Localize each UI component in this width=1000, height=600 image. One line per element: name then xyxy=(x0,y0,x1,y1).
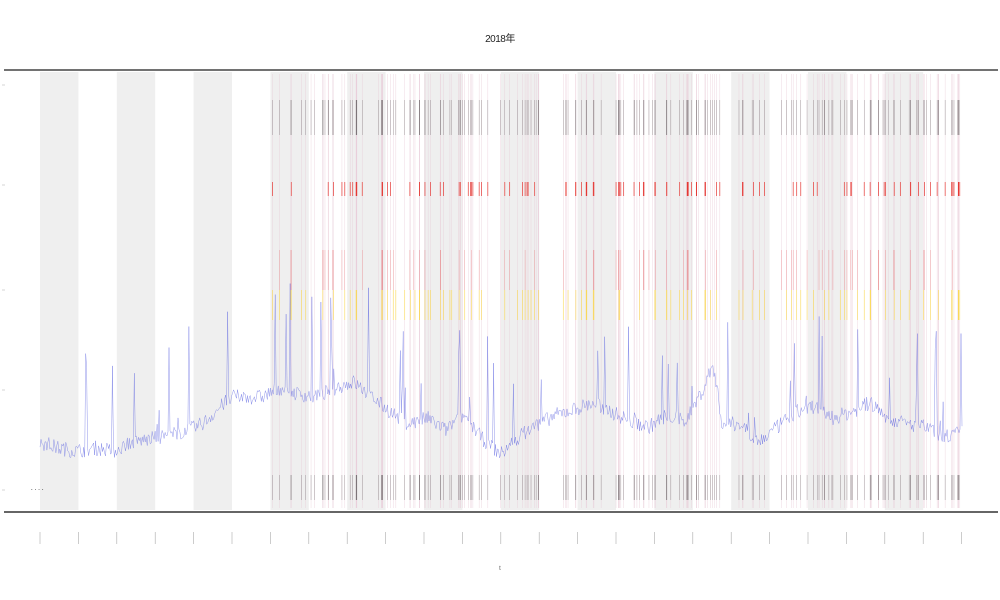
week-band xyxy=(193,72,232,510)
week-band xyxy=(577,72,616,510)
x-ticks xyxy=(39,532,962,544)
week-band xyxy=(270,72,309,510)
event-markers xyxy=(272,100,961,500)
series-line xyxy=(39,283,963,458)
chart-title: 2018年 xyxy=(485,34,515,45)
week-band xyxy=(808,72,847,510)
series-layer xyxy=(39,283,963,458)
legend-text: .... xyxy=(30,485,44,492)
week-band xyxy=(731,72,770,510)
week-band xyxy=(347,72,386,510)
x-axis-label: t xyxy=(499,566,501,572)
y-ticks xyxy=(2,84,5,491)
week-band xyxy=(500,72,540,510)
weekly-bands xyxy=(40,72,924,510)
week-band xyxy=(40,72,79,510)
week-band xyxy=(116,72,156,510)
week-band xyxy=(884,72,924,510)
